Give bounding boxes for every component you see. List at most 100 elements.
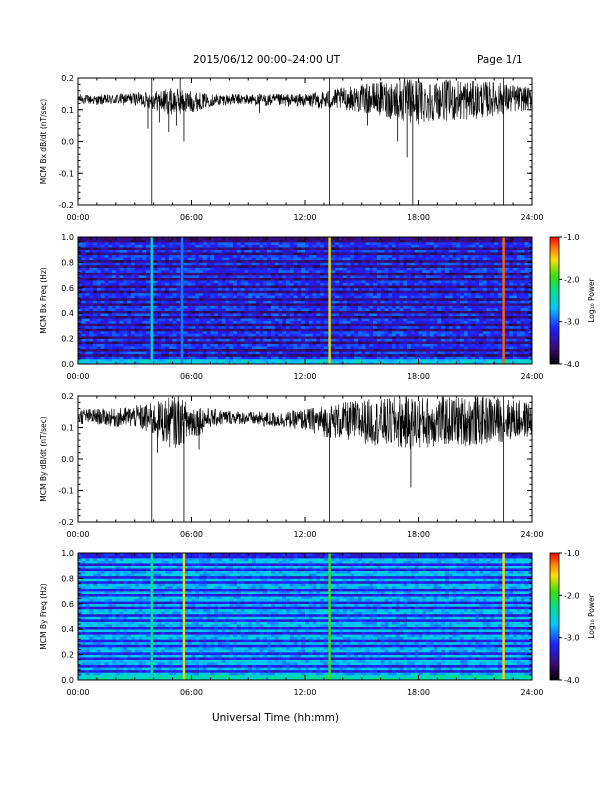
heat-cell (441, 262, 446, 266)
heat-cell (195, 280, 200, 284)
heat-cell (168, 297, 173, 301)
heat-cell (85, 270, 90, 273)
heat-cell (509, 295, 514, 299)
heat-cell (100, 305, 105, 309)
heat-cell (407, 338, 412, 342)
heat-cell (119, 356, 124, 360)
heat-cell (153, 295, 158, 299)
heat-cell (115, 272, 120, 276)
heat-cell (403, 290, 408, 294)
heat-cell (240, 280, 245, 284)
heat-cell (467, 300, 472, 304)
heat-cell (335, 346, 340, 350)
heat-cell (422, 280, 427, 284)
heat-cell (100, 285, 105, 289)
heat-cell (509, 320, 514, 324)
heat-cell (123, 356, 128, 360)
heat-cell (312, 313, 317, 317)
heat-cell (384, 277, 389, 281)
heat-cell (456, 282, 461, 286)
heat-cell (407, 305, 412, 309)
heat-cell (289, 282, 294, 286)
heat-cell (437, 348, 442, 352)
heat-cell (119, 285, 124, 289)
heat-cell (429, 348, 434, 352)
heat-cell (119, 328, 124, 332)
heat-cell (274, 330, 279, 334)
heat-cell (509, 351, 514, 355)
heat-cell (505, 351, 510, 355)
heat-cell (516, 292, 521, 296)
heat-cell (376, 348, 381, 352)
heat-cell (320, 320, 325, 324)
heat-cell (479, 356, 484, 360)
heat-cell (108, 267, 113, 271)
heat-cell (361, 272, 366, 276)
heat-cell (161, 305, 166, 309)
heat-cell (123, 333, 128, 337)
heat-cell (270, 358, 276, 362)
heat-cell (365, 323, 370, 327)
heat-cell (422, 356, 427, 360)
heat-cell (471, 358, 476, 362)
heat-cell (388, 353, 393, 357)
heat-cell (104, 336, 109, 339)
heat-cell (146, 272, 151, 276)
heat-cell (146, 315, 151, 319)
heat-cell (395, 315, 400, 319)
heat-cell (365, 285, 370, 289)
heat-cell (308, 290, 313, 294)
heat-cell (486, 270, 491, 273)
heat-cell (236, 356, 241, 360)
heat-cell (486, 353, 491, 357)
heat-cell (301, 361, 306, 364)
heat-cell (267, 315, 272, 319)
heat-cell (441, 361, 446, 364)
heat-cell (426, 305, 431, 309)
heat-cell (312, 315, 317, 319)
heat-cell (229, 315, 234, 319)
heat-cell (312, 308, 317, 311)
heat-cell (286, 361, 291, 364)
heat-cell (130, 323, 136, 327)
heat-cell (354, 292, 359, 296)
heat-cell (240, 348, 245, 352)
heat-cell (172, 264, 177, 268)
heat-cell (369, 356, 374, 360)
heat-cell (263, 275, 268, 278)
heat-cell (471, 305, 476, 309)
heat-cell (301, 267, 306, 271)
heat-cell (289, 348, 294, 352)
heat-cell (407, 282, 412, 286)
heat-cell (244, 318, 249, 322)
heat-cell (524, 297, 529, 301)
heat-cell (270, 264, 276, 268)
heat-cell (274, 323, 279, 327)
heat-cell (456, 272, 461, 276)
heat-cell (460, 361, 465, 364)
heat-cell (240, 282, 245, 286)
heat-cell (395, 358, 400, 362)
heat-cell (475, 343, 480, 347)
heat-cell (286, 346, 291, 350)
heat-cell (452, 280, 457, 284)
heat-cell (112, 300, 117, 304)
heat-cell (528, 346, 532, 350)
heat-cell (460, 353, 465, 357)
heat-cell (191, 300, 196, 304)
heat-cell (282, 320, 287, 324)
heat-cell (305, 303, 310, 306)
heat-cell (479, 270, 484, 273)
heat-cell (490, 272, 495, 276)
heat-cell (104, 287, 109, 291)
heat-cell (407, 277, 412, 281)
heat-cell (252, 259, 257, 263)
heat-cell (392, 308, 397, 311)
heat-cell (229, 267, 234, 271)
heat-cell (494, 290, 499, 294)
heat-cell (357, 361, 363, 364)
heat-cell (123, 318, 128, 322)
heat-cell (183, 270, 189, 273)
heat-cell (168, 262, 173, 266)
heat-cell (301, 277, 306, 281)
